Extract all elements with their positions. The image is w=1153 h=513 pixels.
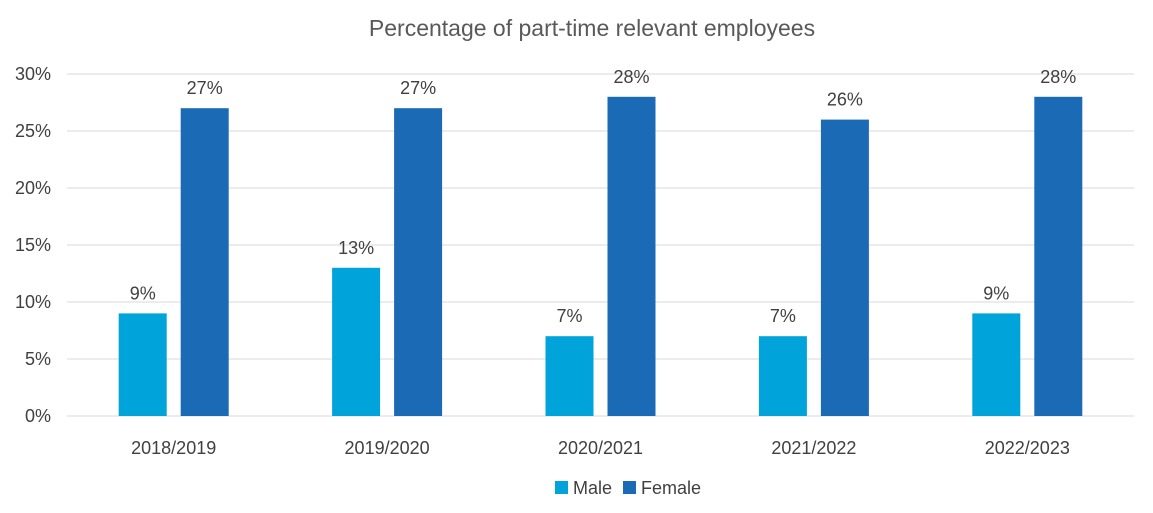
data-label-male: 7% — [770, 306, 796, 326]
chart-title: Percentage of part-time relevant employe… — [369, 15, 815, 41]
y-axis: 0% 5% 10% 15% 20% 25% 30% — [15, 64, 51, 426]
x-category-label: 2019/2020 — [345, 438, 430, 458]
bar-female-4 — [820, 119, 869, 416]
data-label-female: 27% — [187, 78, 223, 98]
data-label-female: 28% — [613, 67, 649, 87]
legend: Male Female — [555, 478, 701, 498]
data-label-female: 27% — [400, 78, 436, 98]
legend-label-male: Male — [573, 478, 612, 498]
bars — [118, 96, 1083, 417]
bar-male-3 — [545, 336, 594, 416]
bar-male-5 — [972, 313, 1021, 416]
bar-male-4 — [758, 336, 807, 416]
bar-male-2 — [332, 267, 381, 416]
data-label-female: 26% — [827, 90, 863, 110]
x-category-label: 2018/2019 — [131, 438, 216, 458]
y-tick-label: 25% — [15, 121, 51, 141]
y-tick-label: 0% — [25, 406, 51, 426]
y-tick-label: 20% — [15, 178, 51, 198]
data-labels: 9% 27% 13% 27% 7% 28% 7% 26% 9% 28% — [130, 67, 1077, 326]
bar-male-1 — [118, 313, 167, 416]
gridlines — [67, 73, 1134, 417]
x-axis: 2018/2019 2019/2020 2020/2021 2021/2022 2022… — [131, 438, 1070, 458]
y-tick-label: 5% — [25, 349, 51, 369]
bar-female-2 — [394, 108, 443, 416]
x-category-label: 2021/2022 — [771, 438, 856, 458]
legend-label-female: Female — [641, 478, 701, 498]
y-tick-label: 15% — [15, 235, 51, 255]
legend-swatch-male — [555, 481, 568, 494]
x-category-label: 2022/2023 — [985, 438, 1070, 458]
data-label-male: 7% — [556, 306, 582, 326]
x-category-label: 2020/2021 — [558, 438, 643, 458]
data-label-male: 9% — [983, 283, 1009, 303]
data-label-male: 13% — [338, 238, 374, 258]
legend-swatch-female — [623, 481, 636, 494]
y-tick-label: 30% — [15, 64, 51, 84]
data-label-female: 28% — [1040, 67, 1076, 87]
data-label-male: 9% — [130, 283, 156, 303]
bar-female-1 — [180, 108, 229, 416]
bar-female-5 — [1034, 96, 1083, 417]
y-tick-label: 10% — [15, 292, 51, 312]
bar-female-3 — [607, 96, 656, 417]
